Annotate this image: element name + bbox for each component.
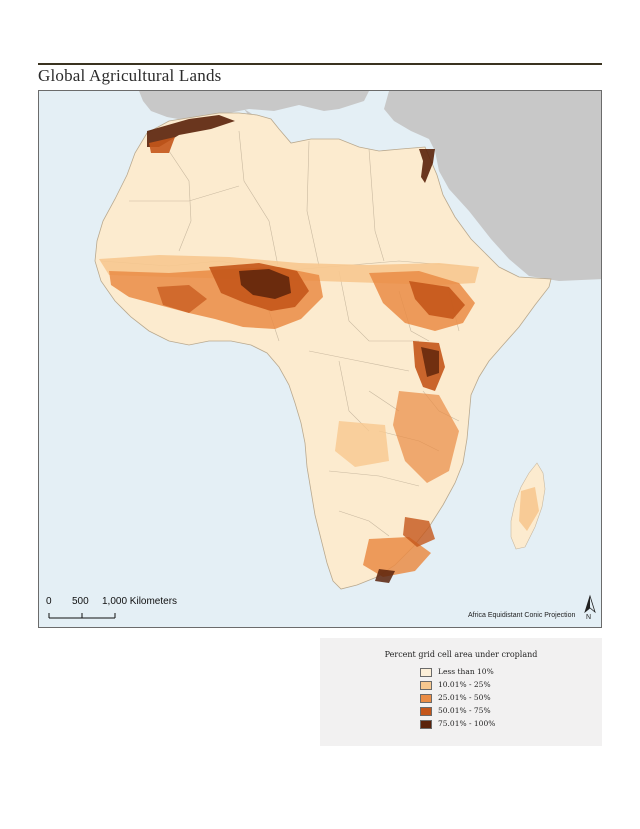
page-title: Global Agricultural Lands <box>38 66 222 85</box>
legend-label: 75.01% - 100% <box>438 719 496 728</box>
europe-landmass <box>139 91 369 121</box>
scale-label-0: 0 <box>46 596 52 607</box>
cropland-layer <box>99 115 539 583</box>
scale-bar: 0 500 1,000 Kilometers <box>46 596 196 626</box>
africa-map[interactable] <box>39 91 602 628</box>
north-arrow-icon <box>584 594 596 614</box>
scale-label-500: 500 <box>72 596 89 607</box>
title-rule <box>38 63 602 65</box>
arabia-landmass <box>384 91 601 281</box>
legend-title: Percent grid cell area under cropland <box>384 650 538 659</box>
legend-label: Less than 10% <box>438 667 494 676</box>
legend-label: 50.01% - 75% <box>438 706 491 715</box>
scale-label-1000: 1,000 Kilometers <box>102 596 178 607</box>
map-frame[interactable] <box>38 90 602 628</box>
legend-swatch <box>420 681 432 690</box>
north-label: N <box>586 614 592 621</box>
legend-swatch <box>420 707 432 716</box>
legend-label: 25.01% - 50% <box>438 693 491 702</box>
legend-swatch <box>420 694 432 703</box>
legend-swatch <box>420 668 432 677</box>
legend-label: 10.01% - 25% <box>438 680 491 689</box>
projection-label: Africa Equidistant Conic Projection <box>468 612 576 619</box>
legend-swatch <box>420 720 432 729</box>
legend-panel: Percent grid cell area under cropland Le… <box>320 638 602 746</box>
scale-bar-graphic <box>48 613 116 619</box>
